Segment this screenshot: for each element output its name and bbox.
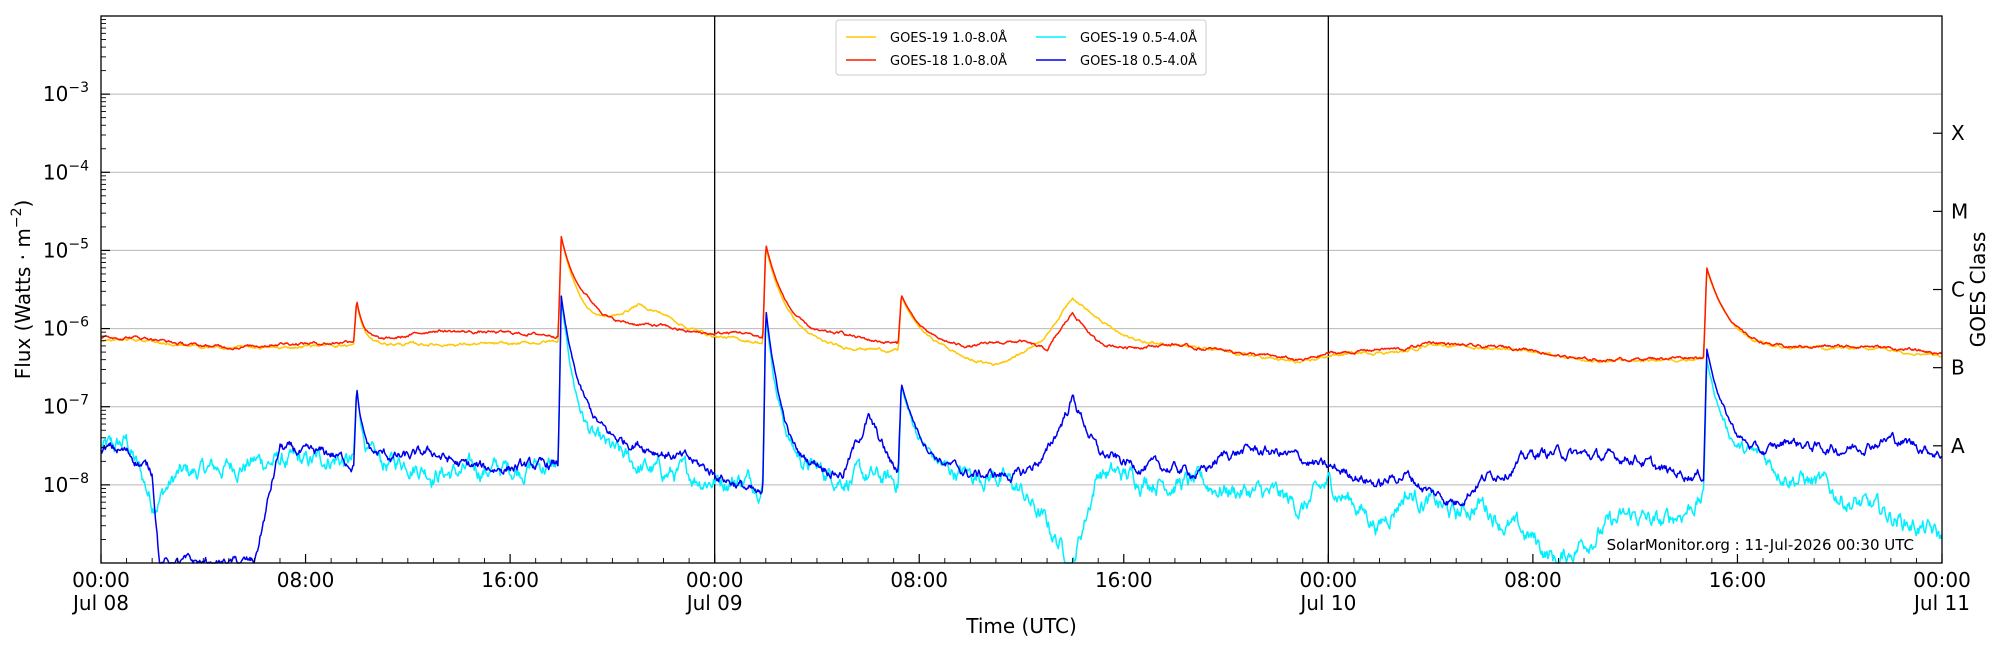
series-line-0 [100, 235, 1943, 367]
series-line-1 [100, 235, 1943, 363]
x-tick-label: 00:00 [72, 568, 130, 592]
goes-class-label: B [1951, 356, 1965, 380]
watermark: SolarMonitor.org : 11-Jul-2026 00:30 UTC [1607, 536, 1914, 554]
y-axis-title: Flux (Watts · m−2) [9, 200, 35, 380]
x-tick-date-label: Jul 10 [1298, 591, 1356, 615]
series-line-3 [100, 295, 1943, 564]
plot-frame [100, 15, 1943, 564]
y-tick-label: 10−6 [43, 315, 89, 341]
goes-class-label: A [1951, 434, 1965, 458]
series-lines [100, 235, 1943, 564]
y-tick-label: 10−8 [43, 471, 89, 497]
x-tick-date-label: Jul 09 [685, 591, 743, 615]
x-tick-label: 08:00 [1504, 568, 1562, 592]
axis-ticks [100, 19, 1943, 563]
right-axis-title: GOES Class [1966, 232, 1990, 348]
y-tick-label: 10−4 [43, 158, 89, 184]
x-tick-label: 16:00 [1095, 568, 1153, 592]
goes-class-label: X [1951, 121, 1965, 145]
legend: GOES-19 1.0-8.0Å GOES-18 1.0-8.0Å GOES-19 … [835, 19, 1207, 76]
x-tick-date-label: Jul 08 [71, 591, 129, 615]
grid [101, 93, 1942, 486]
x-tick-label: 16:00 [481, 568, 539, 592]
y-tick-labels: 10−8 10−7 10−6 10−5 10−4 10−3 [43, 80, 89, 497]
x-tick-label: 00:00 [1300, 568, 1358, 592]
legend-label: GOES-19 0.5-4.0Å [1080, 30, 1197, 46]
legend-label: GOES-19 1.0-8.0Å [890, 30, 1007, 46]
goes-class-labels: A B C M X [1951, 121, 1968, 458]
legend-box [835, 19, 1207, 76]
x-tick-label: 08:00 [277, 568, 335, 592]
day-boundary-lines [714, 16, 1329, 563]
y-tick-label: 10−7 [43, 393, 89, 419]
series-line-2 [100, 296, 1943, 564]
y-tick-label: 10−3 [43, 80, 89, 106]
x-tick-label: 16:00 [1709, 568, 1767, 592]
x-tick-label: 00:00 [1913, 568, 1971, 592]
y-tick-label: 10−5 [43, 236, 89, 262]
x-tick-label: 00:00 [686, 568, 744, 592]
x-axis-title: Time (UTC) [965, 614, 1077, 638]
legend-label: GOES-18 0.5-4.0Å [1080, 53, 1197, 69]
x-tick-label: 08:00 [890, 568, 948, 592]
goes-class-label: C [1951, 278, 1965, 302]
x-tick-date-label: Jul 11 [1912, 591, 1970, 615]
legend-label: GOES-18 1.0-8.0Å [890, 53, 1007, 69]
goes-class-label: M [1951, 199, 1968, 223]
